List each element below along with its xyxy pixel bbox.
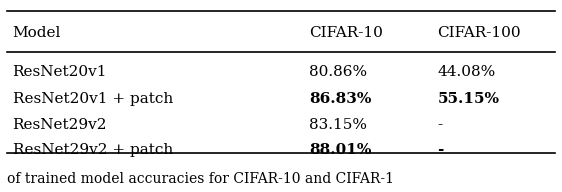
Text: -: - — [438, 143, 444, 157]
Text: 55.15%: 55.15% — [438, 92, 500, 106]
Text: of trained model accuracies for CIFAR-10 and CIFAR-1: of trained model accuracies for CIFAR-10… — [7, 172, 394, 186]
Text: CIFAR-100: CIFAR-100 — [438, 26, 521, 40]
Text: ResNet20v1 + patch: ResNet20v1 + patch — [12, 92, 173, 106]
Text: Model: Model — [12, 26, 61, 40]
Text: 86.83%: 86.83% — [309, 92, 371, 106]
Text: ResNet29v2: ResNet29v2 — [12, 118, 107, 132]
Text: ResNet29v2 + patch: ResNet29v2 + patch — [12, 143, 173, 157]
Text: CIFAR-10: CIFAR-10 — [309, 26, 383, 40]
Text: -: - — [438, 118, 443, 132]
Text: 80.86%: 80.86% — [309, 65, 367, 79]
Text: 88.01%: 88.01% — [309, 143, 371, 157]
Text: 83.15%: 83.15% — [309, 118, 367, 132]
Text: 44.08%: 44.08% — [438, 65, 496, 79]
Text: ResNet20v1: ResNet20v1 — [12, 65, 107, 79]
